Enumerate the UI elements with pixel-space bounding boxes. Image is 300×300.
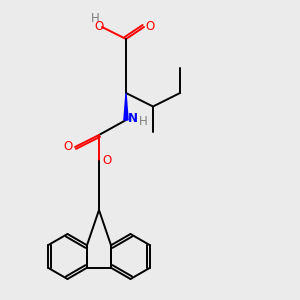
Text: O: O (103, 154, 112, 167)
Text: O: O (63, 140, 73, 154)
Text: H: H (139, 115, 147, 128)
Text: O: O (94, 20, 104, 34)
Text: H: H (91, 13, 100, 26)
Text: O: O (146, 20, 155, 33)
Text: N: N (128, 112, 137, 125)
Polygon shape (124, 93, 128, 120)
